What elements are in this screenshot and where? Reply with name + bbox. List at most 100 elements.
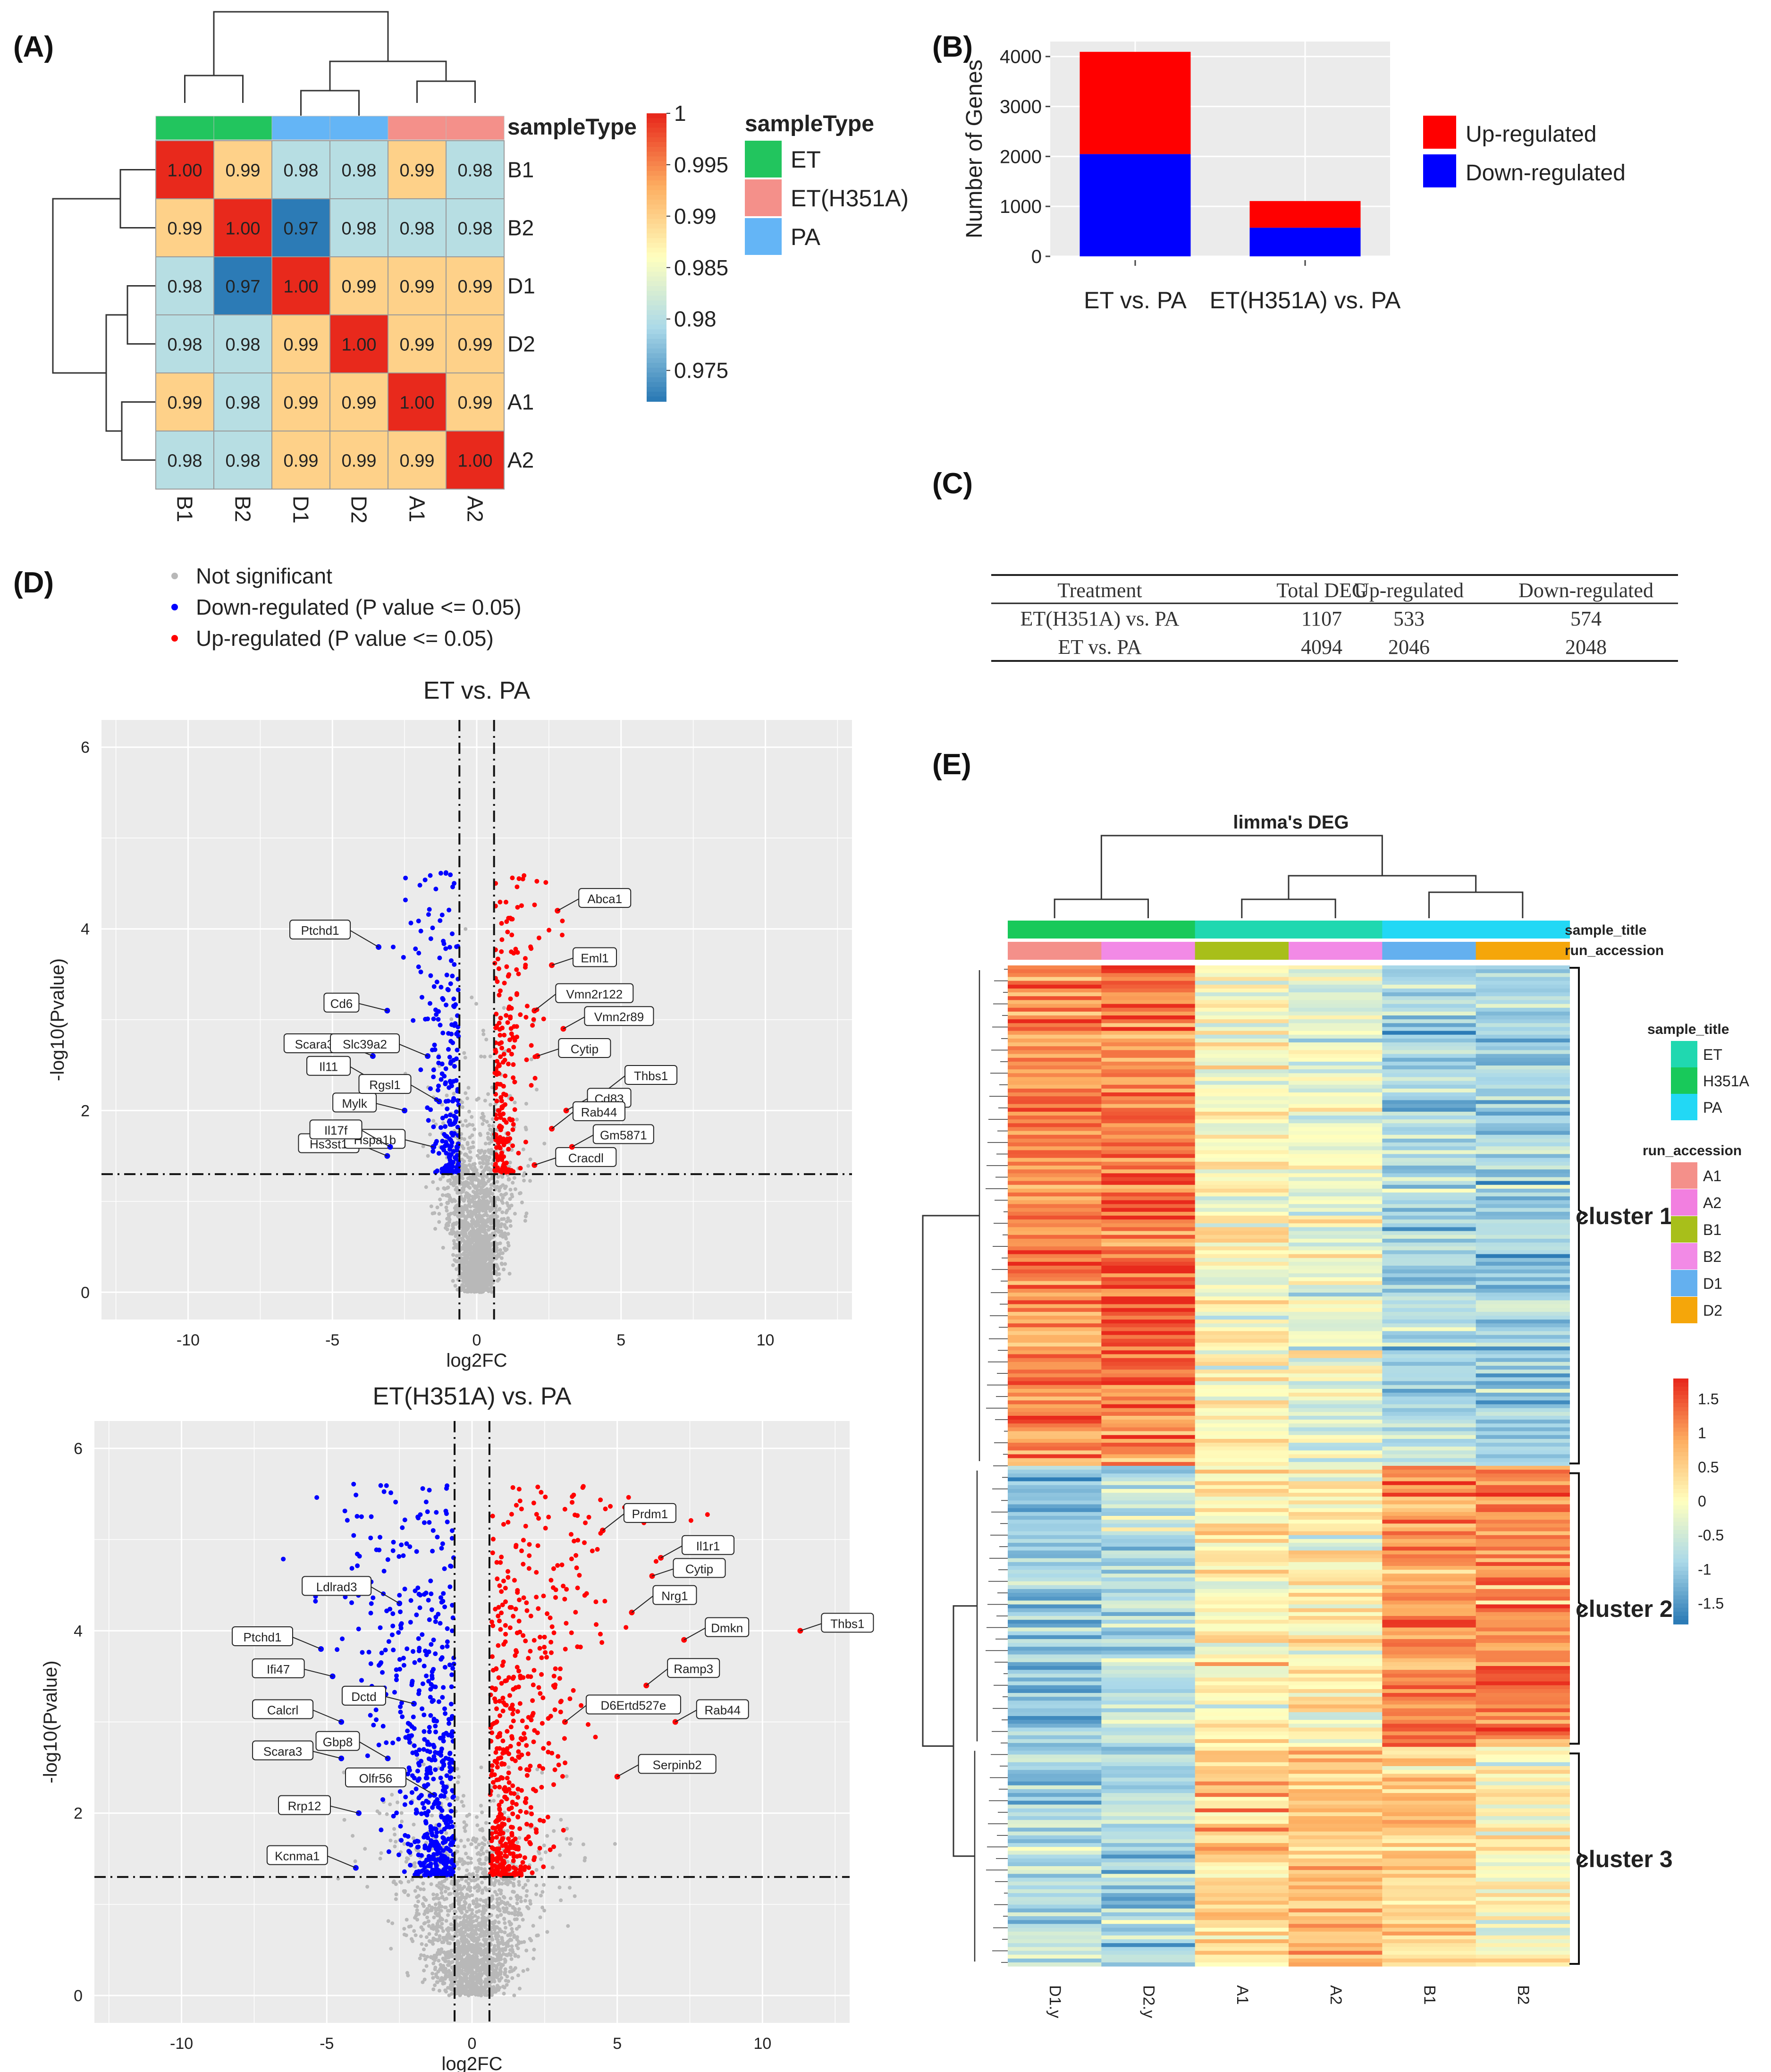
colorbar-segment (647, 320, 666, 325)
point-down-regulated (403, 1794, 408, 1800)
point-not-significant (497, 1254, 501, 1258)
point-not-significant (475, 1098, 479, 1102)
point-not-significant (504, 1926, 508, 1930)
cell-value: 0.99 (400, 161, 435, 181)
point-not-significant (552, 1829, 556, 1833)
point-not-significant (467, 1894, 472, 1898)
point-not-significant (413, 1861, 417, 1865)
point-not-significant (492, 1799, 496, 1803)
point-not-significant (508, 1160, 512, 1165)
point-not-significant (482, 1258, 486, 1262)
point-not-significant (469, 1943, 473, 1947)
point-not-significant (540, 1905, 545, 1910)
point-up-regulated (496, 966, 501, 971)
x-tick-label: 5 (616, 1331, 625, 1349)
point-up-regulated (560, 1774, 565, 1779)
point-up-regulated (501, 1136, 506, 1142)
point-not-significant (439, 1909, 443, 1913)
point-up-regulated (551, 1566, 556, 1571)
point-not-significant (497, 1208, 501, 1212)
legend-swatch (745, 218, 782, 255)
point-down-regulated (412, 1743, 417, 1748)
point-not-significant (501, 1985, 505, 1989)
gene-label: Cracdl (568, 1151, 604, 1165)
point-up-regulated (520, 1718, 525, 1724)
point-not-significant (461, 1271, 465, 1276)
point-not-significant (452, 1180, 456, 1184)
point-not-significant (482, 1168, 486, 1173)
y-tick-label: 2 (81, 1102, 90, 1120)
point-down-regulated (408, 1598, 413, 1603)
point-not-significant (471, 1123, 475, 1127)
colorbar-segment (647, 396, 666, 402)
cell-value: 1.00 (458, 451, 493, 471)
point-up-regulated (527, 1553, 532, 1558)
point-not-significant (469, 1145, 473, 1150)
point-not-significant (406, 1893, 410, 1897)
point-not-significant (425, 1915, 430, 1920)
point-not-significant (489, 1186, 493, 1191)
point-not-significant (499, 1913, 503, 1917)
point-up-regulated (504, 919, 509, 924)
panel-label-d: (D) (13, 567, 54, 599)
colorbar-segment (647, 372, 666, 378)
point-not-significant (481, 1929, 485, 1933)
point-not-significant (499, 1256, 504, 1260)
point-not-significant (485, 1120, 489, 1124)
point-not-significant (559, 1898, 563, 1903)
point-not-significant (538, 1915, 542, 1920)
heatmap-cell (446, 198, 505, 257)
point-up-regulated (502, 1165, 507, 1170)
point-up-regulated (497, 1041, 502, 1046)
point-not-significant (473, 1924, 478, 1928)
legend-title: sampleType (745, 111, 874, 136)
point-down-regulated (434, 979, 439, 984)
point-not-significant (526, 1878, 530, 1883)
point-not-significant (475, 1873, 479, 1877)
point-not-significant (478, 1949, 482, 1953)
point-up-regulated (551, 1630, 557, 1635)
point-up-regulated (499, 1589, 504, 1594)
cell-value: 1.00 (226, 219, 261, 239)
point-down-regulated (445, 1106, 450, 1111)
point-not-significant (498, 1947, 502, 1951)
point-down-regulated (433, 1170, 438, 1175)
colorbar-tick-label: 0.975 (674, 358, 728, 383)
point-not-significant (449, 1182, 453, 1186)
point-not-significant (445, 1209, 449, 1213)
point-up-regulated (514, 967, 519, 972)
point-up-regulated (506, 1061, 511, 1066)
point-not-significant (439, 1947, 444, 1951)
point-not-significant (475, 1815, 479, 1819)
point-not-significant (461, 1287, 465, 1291)
point-down-regulated (442, 1604, 447, 1609)
point-not-significant (431, 1180, 435, 1184)
point-not-significant (481, 1209, 485, 1213)
table-cell: 574 (1570, 607, 1602, 630)
point-not-significant (437, 1988, 441, 1993)
legend-dot (171, 635, 178, 642)
point-not-significant (489, 1199, 493, 1203)
point-not-significant (467, 1232, 472, 1236)
point-not-significant (581, 1842, 585, 1846)
point-not-significant (351, 1834, 355, 1838)
cell-value: 0.97 (284, 219, 319, 239)
point-not-significant (479, 1185, 483, 1189)
annotation-cell (213, 116, 272, 140)
point-down-regulated (417, 883, 422, 888)
point-down-regulated (313, 1598, 318, 1604)
point-not-significant (474, 1952, 478, 1956)
cell-value: 0.98 (458, 161, 493, 181)
point-not-significant (394, 1840, 398, 1844)
point-down-regulated (392, 1690, 397, 1695)
point-not-significant (375, 1809, 380, 1813)
point-up-regulated (518, 1166, 523, 1171)
x-tick-label: -10 (170, 2035, 193, 2053)
point-not-significant (455, 1956, 460, 1961)
point-down-regulated (443, 871, 448, 876)
point-up-regulated (516, 1749, 521, 1754)
point-not-significant (461, 1804, 465, 1808)
y-tick-label: 0 (1031, 246, 1042, 267)
column-label: B1 (173, 496, 197, 522)
point-not-significant (506, 1828, 510, 1833)
